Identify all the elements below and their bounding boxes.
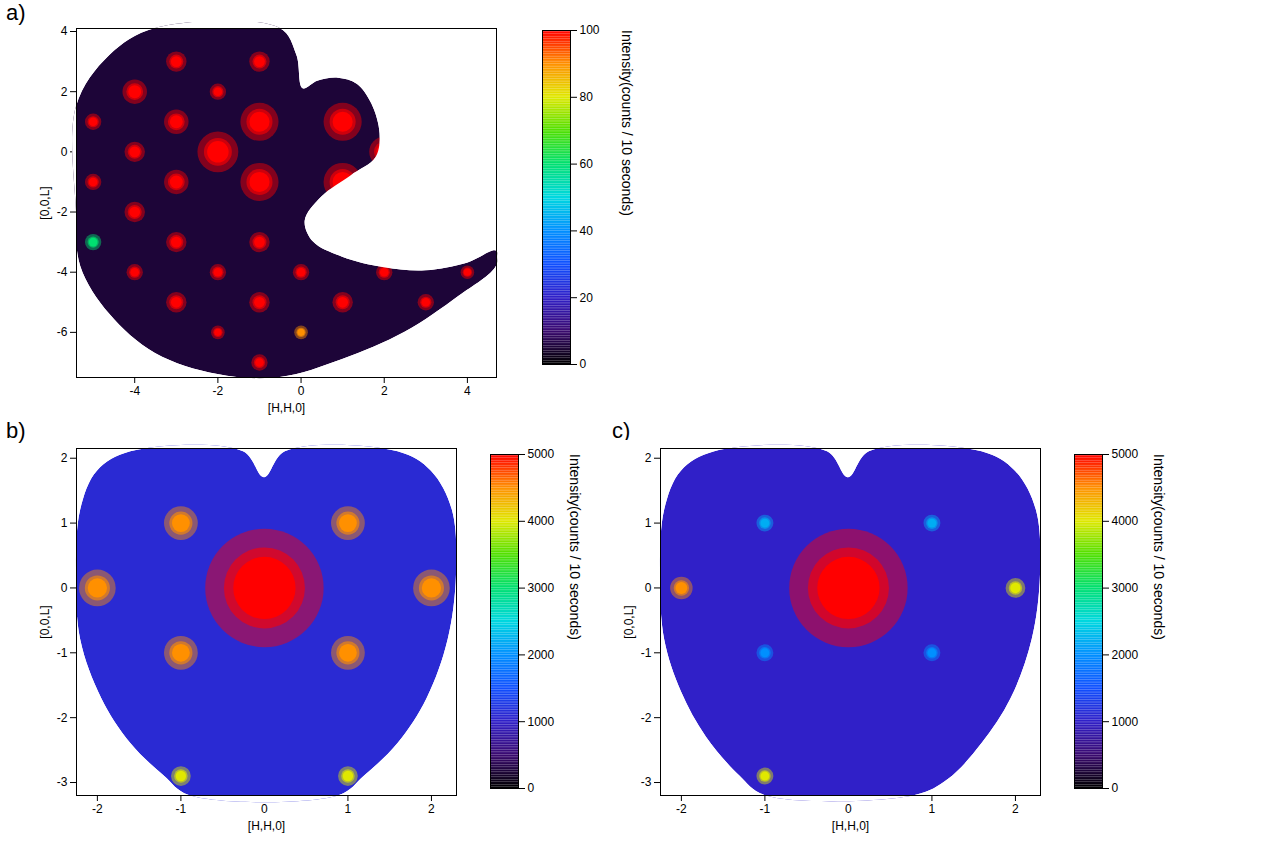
svg-text:-1: -1 (641, 646, 652, 660)
svg-text:1: 1 (645, 516, 652, 530)
html-text:b): b) (6, 418, 26, 443)
html-text:(counts / 10 seconds): (counts / 10 seconds) (567, 506, 583, 640)
svg-text:[H,H,0]: [H,H,0] (248, 819, 285, 833)
svg-text:-2: -2 (57, 711, 68, 725)
html-text:(counts / 10 seconds): (counts / 10 seconds) (1151, 506, 1167, 640)
svg-text:0: 0 (580, 357, 587, 371)
svg-text:1000: 1000 (1112, 715, 1139, 729)
svg-text:3000: 3000 (1112, 581, 1139, 595)
svg-text:-1: -1 (176, 802, 187, 816)
svg-text:0: 0 (528, 781, 535, 795)
svg-text:-1: -1 (760, 802, 771, 816)
svg-text:1: 1 (61, 516, 68, 530)
svg-text:2000: 2000 (528, 648, 555, 662)
svg-text:[0,0,L]: [0,0,L] (38, 605, 52, 638)
html-text:c): c) (612, 418, 631, 443)
html-text:Intensity: Intensity (1151, 454, 1167, 507)
svg-text:4: 4 (61, 24, 68, 38)
svg-text:-2: -2 (57, 205, 68, 219)
svg-text:0: 0 (61, 581, 68, 595)
svg-text:0: 0 (1112, 781, 1119, 795)
svg-text:-6: -6 (57, 325, 68, 339)
html-text:Intensity: Intensity (567, 454, 583, 507)
svg-text:0: 0 (298, 384, 305, 398)
svg-text:1: 1 (345, 802, 352, 816)
svg-text:2: 2 (428, 802, 435, 816)
svg-text:20: 20 (580, 291, 594, 305)
svg-text:100: 100 (580, 23, 600, 37)
svg-text:1000: 1000 (528, 715, 555, 729)
svg-text:-4: -4 (129, 384, 140, 398)
svg-text:-2: -2 (641, 711, 652, 725)
svg-text:0: 0 (261, 802, 268, 816)
svg-text:[0,0,L]: [0,0,L] (622, 605, 636, 638)
svg-text:-1: -1 (57, 646, 68, 660)
svg-text:-4: -4 (57, 265, 68, 279)
svg-text:5000: 5000 (1112, 447, 1139, 461)
svg-text:4: 4 (464, 384, 471, 398)
svg-text:0: 0 (61, 145, 68, 159)
svg-text:2000: 2000 (1112, 648, 1139, 662)
html-text:a): a) (6, 0, 26, 25)
svg-text:2: 2 (645, 451, 652, 465)
svg-text:1: 1 (929, 802, 936, 816)
svg-text:4000: 4000 (1112, 514, 1139, 528)
svg-text:-3: -3 (57, 775, 68, 789)
svg-text:[H,H,0]: [H,H,0] (832, 819, 869, 833)
svg-text:5000: 5000 (528, 447, 555, 461)
svg-text:40: 40 (580, 224, 594, 238)
svg-text:80: 80 (580, 90, 594, 104)
svg-text:0: 0 (845, 802, 852, 816)
svg-text:[H,H,0]: [H,H,0] (268, 401, 305, 415)
svg-text:2: 2 (61, 451, 68, 465)
svg-text:-2: -2 (213, 384, 224, 398)
svg-text:-3: -3 (641, 775, 652, 789)
svg-text:2: 2 (1012, 802, 1019, 816)
svg-text:-2: -2 (92, 802, 103, 816)
html-text:Intensity: Intensity (619, 30, 635, 83)
svg-text:60: 60 (580, 157, 594, 171)
html-text:(counts / 10 seconds): (counts / 10 seconds) (619, 82, 635, 216)
svg-text:2: 2 (381, 384, 388, 398)
svg-text:2: 2 (61, 85, 68, 99)
svg-text:0: 0 (645, 581, 652, 595)
svg-text:[0,0,L]: [0,0,L] (38, 186, 52, 219)
svg-text:3000: 3000 (528, 581, 555, 595)
svg-text:4000: 4000 (528, 514, 555, 528)
svg-text:-2: -2 (676, 802, 687, 816)
